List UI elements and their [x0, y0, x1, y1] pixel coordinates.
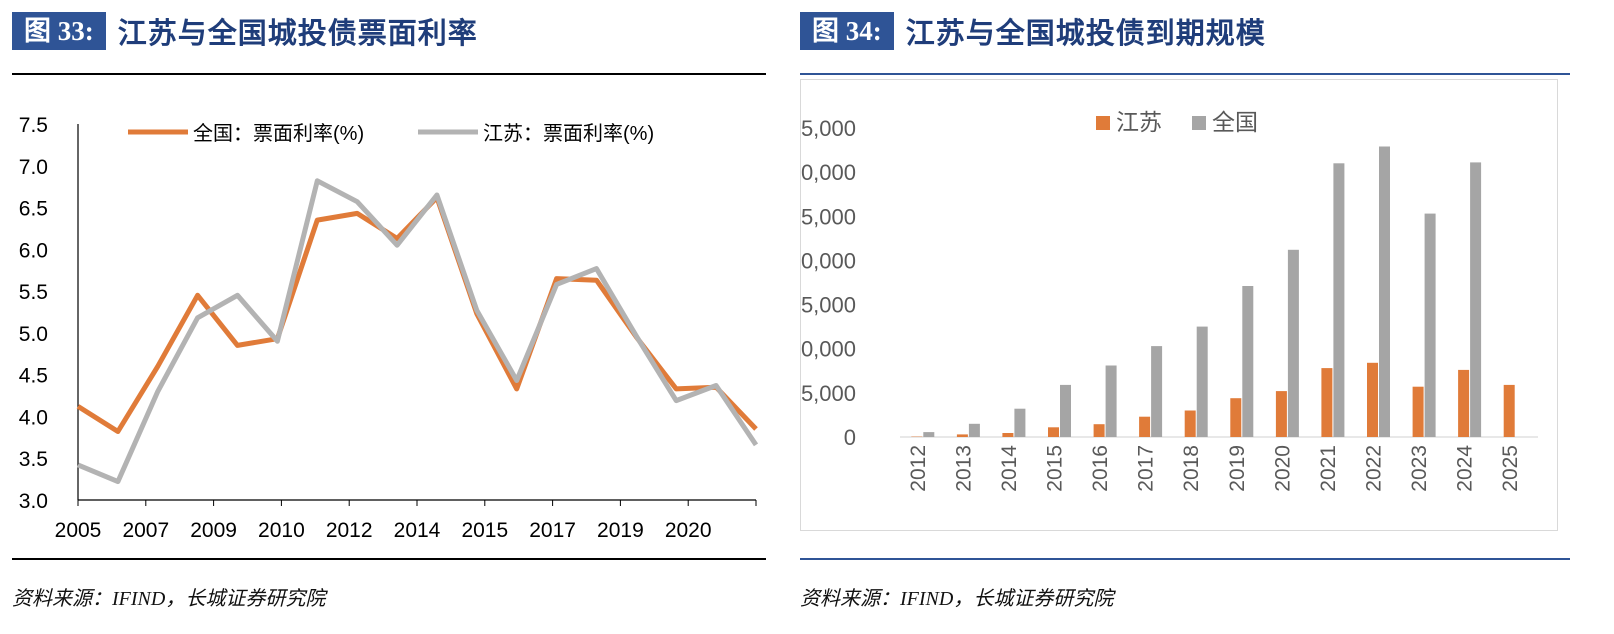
bar-jiangsu-2017 — [1139, 416, 1151, 437]
x-tick-label: 2013 — [952, 445, 975, 492]
left-figure-number: 图 33: — [12, 12, 106, 50]
y-tick-label: 15,000 — [800, 293, 856, 318]
bar-national-2018 — [1196, 326, 1208, 437]
y-tick-label: 25,000 — [800, 204, 856, 229]
right-figure-header: 图 34: 江苏与全国城投债到期规模 — [800, 12, 1266, 50]
x-tick-label: 2022 — [1363, 445, 1386, 492]
left-footer-rule — [12, 558, 766, 560]
x-tick-label: 2019 — [597, 519, 644, 542]
legend-label: 江苏：票面利率(%) — [483, 122, 654, 145]
bar-national-2024 — [1470, 162, 1482, 437]
bar-jiangsu-2019 — [1230, 398, 1242, 437]
y-tick-label: 5.5 — [19, 281, 48, 304]
x-tick-label: 2023 — [1408, 445, 1431, 492]
bar-jiangsu-2024 — [1458, 369, 1470, 437]
x-tick-label: 2014 — [394, 519, 441, 542]
x-tick-label: 2024 — [1454, 445, 1477, 492]
bar-jiangsu-2025 — [1503, 384, 1515, 437]
y-tick-label: 3.5 — [19, 448, 48, 471]
bar-national-2021 — [1333, 163, 1345, 438]
y-tick-label: 6.0 — [19, 239, 48, 262]
bar-national-2022 — [1379, 146, 1390, 437]
y-tick-label: 35,000 — [800, 116, 856, 141]
bar-national-2016 — [1105, 365, 1117, 437]
y-tick-label: 3.0 — [19, 490, 48, 513]
bar-jiangsu-2022 — [1367, 362, 1378, 437]
x-tick-label: 2012 — [907, 445, 930, 492]
x-tick-label: 2017 — [1135, 445, 1158, 492]
bar-national-2017 — [1151, 346, 1163, 437]
x-tick-label: 2014 — [998, 445, 1021, 492]
line-chart: 3.0 3.5 4.0 4.5 5.0 5.5 6.0 6.5 7.0 7.5 2005 2007 20… — [19, 114, 759, 542]
bar-jiangsu-2013 — [956, 434, 968, 437]
bar-jiangsu-2018 — [1184, 410, 1196, 437]
legend-swatch — [1192, 116, 1206, 130]
left-source-note: 资料来源：IFIND，长城证券研究院 — [12, 588, 326, 610]
bar-jiangsu-2015 — [1048, 427, 1059, 437]
bar-national-2012 — [923, 432, 935, 437]
legend-label: 全国：票面利率(%) — [193, 122, 364, 145]
bar-national-2019 — [1242, 286, 1254, 437]
right-source-note: 资料来源：IFIND，长城证券研究院 — [800, 588, 1114, 610]
bar-chart-legend: 江苏 全国 — [1096, 109, 1258, 135]
y-tick-label: 6.5 — [19, 198, 48, 221]
left-figure-header: 图 33: 江苏与全国城投债票面利率 — [12, 12, 478, 50]
series-line-national — [76, 195, 758, 434]
x-tick-label: 2019 — [1226, 445, 1249, 492]
x-tick-label: 2007 — [122, 519, 169, 542]
x-tick-label: 2015 — [461, 519, 508, 542]
bar-jiangsu-2023 — [1412, 386, 1424, 437]
left-header-rule — [12, 73, 766, 75]
x-tick-label: 2016 — [1089, 445, 1112, 492]
bar-jiangsu-2021 — [1321, 368, 1333, 437]
x-tick-label: 2009 — [190, 519, 237, 542]
bar-national-2014 — [1014, 408, 1026, 437]
y-tick-label: 10,000 — [800, 337, 856, 362]
bar-chart: 0 5,000 10,000 15,000 20,000 25,000 30,000 35,0… — [800, 109, 1538, 492]
x-tick-label: 2025 — [1499, 445, 1522, 492]
right-figure-number: 图 34: — [800, 12, 894, 50]
x-tick-label: 2020 — [1271, 445, 1294, 492]
y-tick-label: 4.0 — [19, 406, 48, 429]
series-line-jiangsu — [77, 178, 759, 485]
y-tick-label: 5,000 — [801, 381, 856, 406]
x-tick-label: 2015 — [1044, 445, 1067, 492]
bar-chart-frame — [800, 79, 1558, 531]
legend-label: 江苏 — [1116, 109, 1162, 135]
x-tick-label: 2018 — [1180, 445, 1203, 492]
bar-national-2020 — [1287, 249, 1299, 437]
left-figure-title: 江苏与全国城投债票面利率 — [117, 16, 478, 50]
legend-label: 全国 — [1212, 109, 1258, 135]
legend-swatch — [1096, 116, 1110, 130]
bar-jiangsu-2020 — [1275, 391, 1287, 437]
right-header-rule — [800, 73, 1570, 75]
right-figure-panel: 图 34: 江苏与全国城投债到期规模 0 5,000 10,000 15,000 20,… — [800, 0, 1614, 634]
x-tick-label: 2005 — [55, 519, 102, 542]
y-tick-label: 0 — [844, 425, 856, 450]
y-tick-label: 30,000 — [800, 160, 856, 185]
bar-jiangsu-2016 — [1093, 424, 1105, 437]
line-chart-legend: 全国：票面利率(%) 江苏：票面利率(%) — [128, 122, 654, 145]
y-tick-label: 5.0 — [19, 323, 48, 346]
x-tick-label: 2021 — [1317, 445, 1340, 492]
x-tick-label: 2012 — [326, 519, 373, 542]
right-footer-rule — [800, 558, 1570, 560]
bar-jiangsu-2014 — [1002, 433, 1014, 437]
bar-national-2015 — [1060, 384, 1071, 437]
x-tick-label: 2020 — [665, 519, 712, 542]
left-figure-panel: 图 33: 江苏与全国城投债票面利率 3.0 3.5 4.0 4.5 5.0 5.5 6.0… — [0, 0, 790, 634]
y-tick-label: 20,000 — [800, 248, 856, 273]
bar-national-2023 — [1424, 213, 1436, 437]
y-tick-label: 4.5 — [19, 365, 48, 388]
y-tick-label: 7.0 — [19, 156, 48, 179]
right-figure-title: 江苏与全国城投债到期规模 — [905, 16, 1266, 50]
x-tick-label: 2010 — [258, 519, 305, 542]
y-tick-label: 7.5 — [19, 114, 48, 137]
bar-national-2013 — [968, 423, 980, 437]
x-tick-label: 2017 — [529, 519, 576, 542]
